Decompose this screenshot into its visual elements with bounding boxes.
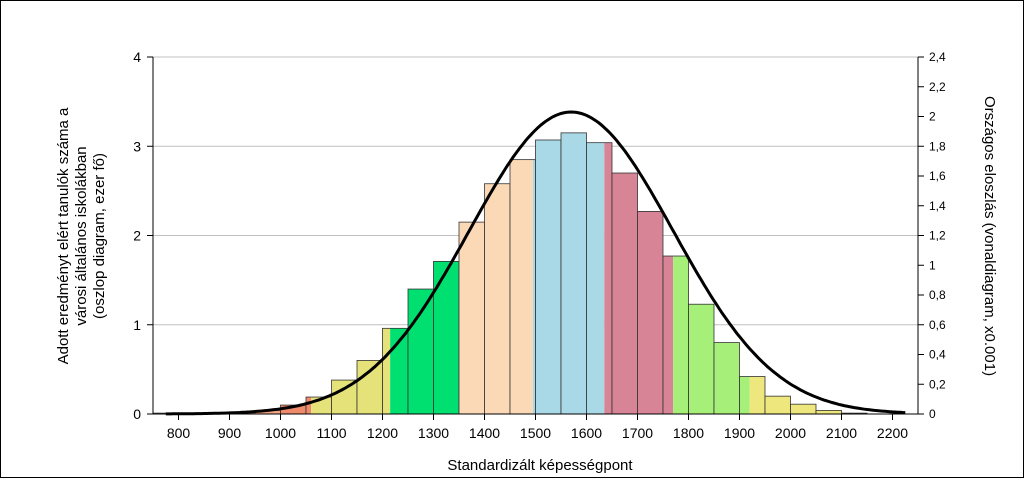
bar-10 xyxy=(407,288,434,415)
bar-25 xyxy=(790,403,817,415)
y2-ticks: 0 0,2 0,4 0,6 0,8 1 1,2 1,4 1,6 1,8 2 2,2 2,4 xyxy=(918,50,946,421)
y-ticks: 0 1 2 3 4 xyxy=(133,49,153,422)
bar-fill-a-17 xyxy=(586,142,605,414)
x-tick-label-1: 900 xyxy=(218,425,242,441)
x-tick-label-4: 1200 xyxy=(367,425,398,441)
x-tick-label-2: 1000 xyxy=(265,425,296,441)
normal-curve-group xyxy=(165,110,906,416)
bar-26 xyxy=(815,410,842,415)
y2-tick-label-4: 0,8 xyxy=(929,288,946,302)
x-tick-label-14: 2200 xyxy=(877,425,908,441)
bar-13 xyxy=(484,183,511,415)
bar-7 xyxy=(331,379,358,415)
bar-fill-b-20 xyxy=(673,256,689,414)
y2-tick-label-1: 0,2 xyxy=(929,377,946,391)
bar-24 xyxy=(764,395,791,415)
y-tick-label-2: 2 xyxy=(133,228,141,244)
bar-16 xyxy=(560,132,587,415)
y-tick-label-4: 4 xyxy=(133,49,141,65)
y2-tick-label-9: 1,8 xyxy=(929,139,946,153)
bar-21 xyxy=(688,303,715,415)
x-tick-label-5: 1300 xyxy=(418,425,449,441)
y-axis-label-line-2: városi általános iskolákban xyxy=(73,146,90,325)
y-tick-label-0: 0 xyxy=(133,406,141,422)
y2-tick-label-11: 2,2 xyxy=(929,80,946,94)
y2-tick-label-12: 2,4 xyxy=(929,50,946,64)
y-axis-label: Adott eredményt elért tanulók száma a vá… xyxy=(55,107,108,364)
x-axis-label: Standardizált képességpont xyxy=(447,457,633,474)
y2-tick-label-10: 2 xyxy=(929,110,936,124)
bar-fill-a-14 xyxy=(510,159,533,414)
y2-tick-label-6: 1,2 xyxy=(929,229,946,243)
x-tick-label-3: 1100 xyxy=(316,425,346,441)
x-tick-label-10: 1800 xyxy=(673,425,704,441)
x-tick-label-8: 1600 xyxy=(571,425,602,441)
bar-fill-a-6 xyxy=(306,397,312,414)
bar-fill-b-23 xyxy=(749,376,765,414)
bar-fill-b-9 xyxy=(390,328,408,414)
bar-fill-b-14 xyxy=(532,159,536,414)
x-tick-label-7: 1500 xyxy=(520,425,551,441)
x-tick-label-12: 2000 xyxy=(775,425,806,441)
bar-15 xyxy=(535,139,562,415)
bar-fill-a-20 xyxy=(663,256,674,414)
bar-12 xyxy=(458,221,485,415)
y-axis-label-line-1: Adott eredményt elért tanulók száma a xyxy=(55,107,72,364)
x-tick-label-11: 1900 xyxy=(724,425,755,441)
x-ticks: 800 900 1000 1100 1200 1300 1400 1500 1600 1700 18… xyxy=(167,414,908,441)
y2-tick-label-2: 0,4 xyxy=(929,348,946,362)
bar-fill-a-23 xyxy=(739,376,750,414)
bar-19 xyxy=(637,211,664,415)
bar-18 xyxy=(611,172,638,415)
y-tick-label-3: 3 xyxy=(133,138,141,154)
y2-tick-label-8: 1,6 xyxy=(929,169,946,183)
y2-tick-label-3: 0,6 xyxy=(929,318,946,332)
x-tick-label-6: 1400 xyxy=(469,425,500,441)
x-tick-label-0: 800 xyxy=(167,425,191,441)
bar-fill-a-9 xyxy=(382,328,391,414)
x-tick-label-13: 2100 xyxy=(826,425,857,441)
y2-tick-label-7: 1,4 xyxy=(929,199,946,213)
normal-curve xyxy=(165,110,906,416)
bars-group xyxy=(152,132,868,415)
bar-8 xyxy=(356,360,383,415)
bar-fill-b-17 xyxy=(604,142,612,414)
y2-tick-label-0: 0 xyxy=(929,407,936,421)
bar-22 xyxy=(713,342,740,415)
y-axis-label-line-3: (oszlop diagram, ezer fő) xyxy=(91,153,108,319)
y-tick-label-1: 1 xyxy=(133,317,141,333)
y2-tick-label-5: 1 xyxy=(929,258,936,272)
y2-axis-label: Országos eloszlás (vonaldiagram, x0.001) xyxy=(981,96,998,376)
x-tick-label-9: 1700 xyxy=(622,425,653,441)
